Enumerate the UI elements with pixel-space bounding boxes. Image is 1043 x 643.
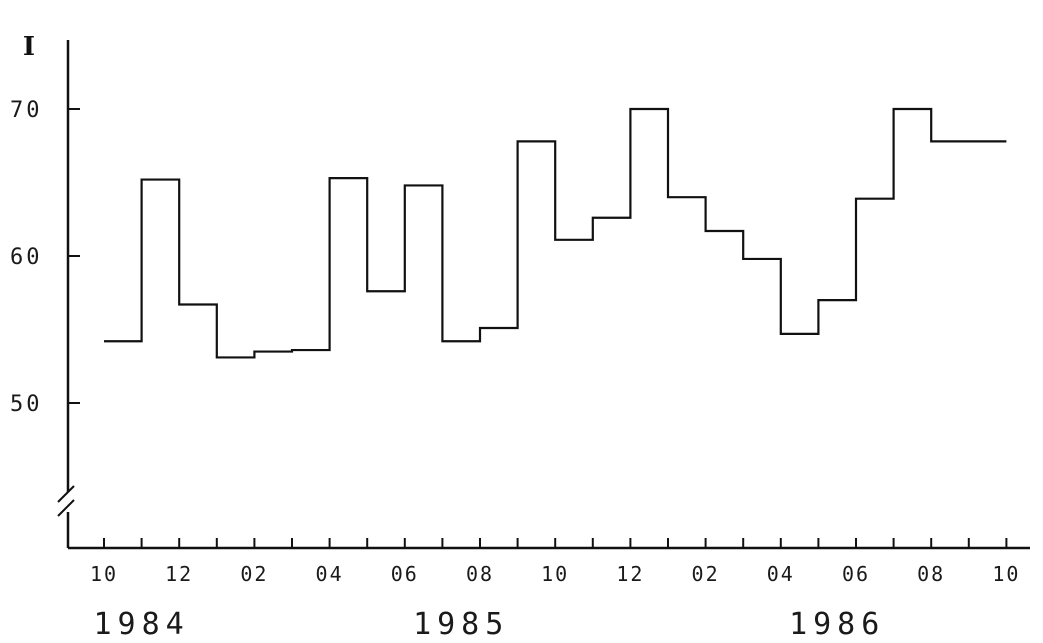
y-ticks: 50 60 70 [10,98,80,417]
x-tick-label: 08 [917,562,945,586]
y-axis-label: I [23,32,35,62]
x-tick-label: 06 [842,562,870,586]
x-tick-label: 10 [90,562,118,586]
x-tick-label: 04 [316,562,344,586]
x-tick-label: 02 [240,562,268,586]
y-tick-label: 60 [10,245,43,270]
x-tick-label: 12 [616,562,644,586]
series-step-line [104,107,1007,359]
x-tick-labels: 10 12 02 04 06 08 10 12 02 04 06 08 10 [90,562,1020,586]
x-tick-label: 12 [165,562,193,586]
axis-break-mark [57,485,75,517]
y-tick-label: 50 [10,392,43,417]
year-labels: 1984 1985 1986 [93,607,885,642]
x-ticks [103,538,1008,548]
x-tick-label: 10 [992,562,1020,586]
x-tick-label: 08 [466,562,494,586]
year-label: 1986 [789,607,885,642]
x-tick-label: 04 [767,562,795,586]
year-label: 1984 [93,607,189,642]
x-tick-label: 02 [692,562,720,586]
x-axis: 10 12 02 04 06 08 10 12 02 04 06 08 10 1984 1985 1986 [68,538,1030,642]
x-tick-label: 06 [391,562,419,586]
year-label: 1985 [413,607,509,642]
y-axis: I 50 60 70 [10,32,80,548]
x-tick-label: 10 [541,562,569,586]
y-tick-label: 70 [10,98,43,123]
